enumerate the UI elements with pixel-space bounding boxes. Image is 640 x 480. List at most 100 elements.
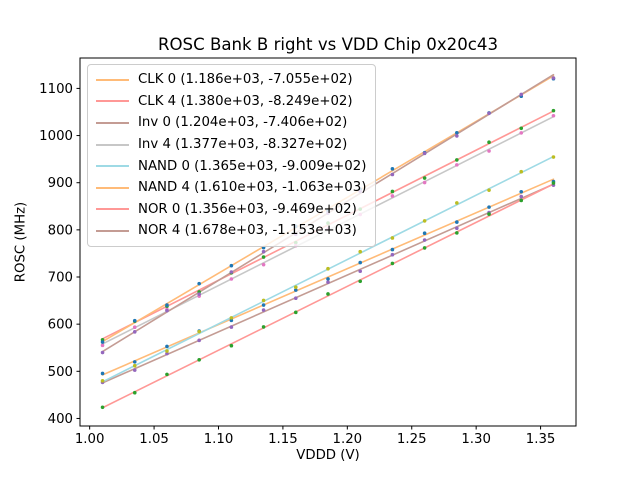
data-point xyxy=(165,308,169,313)
data-point xyxy=(455,158,459,162)
data-point xyxy=(390,172,395,177)
axes-frame xyxy=(79,57,577,427)
data-point xyxy=(455,134,459,138)
x-tick-label: 1.30 xyxy=(461,432,491,447)
data-point xyxy=(551,155,556,159)
data-point xyxy=(390,167,395,171)
legend-item: NOR 0 (1.356e+03, -9.469e+02) xyxy=(96,199,366,221)
y-tick-label: 800 xyxy=(48,223,73,238)
data-point xyxy=(551,108,556,113)
data-point xyxy=(487,212,491,216)
data-point xyxy=(551,113,556,118)
x-tick-label: 1.15 xyxy=(268,432,298,447)
data-point xyxy=(229,316,234,320)
data-point xyxy=(132,330,137,334)
data-point xyxy=(100,340,105,344)
data-point xyxy=(229,318,234,323)
data-point xyxy=(293,296,298,301)
legend-line-swatch xyxy=(96,78,129,81)
data-point xyxy=(422,176,427,180)
legend-label: CLK 4 (1.380e+03, -8.249e+02) xyxy=(138,93,353,109)
data-point xyxy=(261,325,266,329)
legend: CLK 0 (1.186e+03, -7.055e+02) CLK 4 (1.38… xyxy=(87,64,377,247)
y-tick-label: 1100 xyxy=(39,82,73,97)
data-point xyxy=(261,249,266,254)
y-tick-label: 400 xyxy=(48,412,73,427)
data-point xyxy=(132,368,137,372)
x-tick-label: 1.25 xyxy=(397,432,427,447)
data-point xyxy=(261,255,266,259)
data-point xyxy=(197,292,201,296)
x-axis-label: VDDD (V) xyxy=(296,448,360,463)
y-tick-label: 900 xyxy=(48,176,73,191)
legend-line-swatch xyxy=(96,121,129,124)
data-point xyxy=(422,231,427,236)
data-point xyxy=(519,169,524,174)
legend-line-swatch xyxy=(96,186,129,189)
data-point xyxy=(132,363,137,368)
data-point xyxy=(455,163,459,167)
data-point xyxy=(358,279,363,284)
legend-line-swatch xyxy=(96,143,129,146)
data-point xyxy=(326,266,330,271)
data-point xyxy=(551,76,556,80)
legend-label: NOR 4 (1.678e+03, -1.153e+03) xyxy=(138,223,357,239)
data-point xyxy=(165,351,169,356)
legend-item: Inv 4 (1.377e+03, -8.327e+02) xyxy=(96,134,366,156)
legend-item: NAND 0 (1.365e+03, -9.009e+02) xyxy=(96,155,366,177)
y-tick-label: 1000 xyxy=(39,129,73,144)
data-point xyxy=(519,194,524,199)
chart-title: ROSC Bank B right vs VDD Chip 0x20c43 xyxy=(157,35,499,54)
data-point xyxy=(293,288,298,292)
data-point xyxy=(100,343,105,348)
data-point xyxy=(455,220,459,224)
data-point xyxy=(390,252,395,257)
y-axis-label: ROSC (MHz) xyxy=(13,201,29,283)
data-point xyxy=(455,201,459,205)
data-point xyxy=(422,151,427,156)
data-point xyxy=(229,263,234,268)
data-point xyxy=(422,180,427,185)
data-point xyxy=(229,325,234,329)
y-tick-label: 500 xyxy=(48,365,73,380)
data-point xyxy=(100,379,105,383)
data-point xyxy=(422,238,427,242)
data-point xyxy=(261,303,266,307)
data-point xyxy=(358,249,363,254)
data-point xyxy=(293,285,298,289)
data-point xyxy=(390,189,395,194)
data-point xyxy=(422,246,427,250)
data-point xyxy=(519,126,524,131)
data-point xyxy=(390,247,395,252)
data-point xyxy=(551,181,556,185)
data-point xyxy=(197,358,201,362)
legend-line-swatch xyxy=(96,208,129,211)
y-tick-label: 700 xyxy=(48,271,73,286)
data-point xyxy=(165,349,169,353)
data-point xyxy=(487,140,491,145)
data-point xyxy=(326,292,330,296)
x-tick-label: 1.10 xyxy=(204,432,234,447)
y-tick-label: 600 xyxy=(48,318,73,333)
legend-label: NAND 0 (1.365e+03, -9.009e+02) xyxy=(138,158,367,174)
data-point xyxy=(261,308,266,312)
data-point xyxy=(132,318,137,323)
legend-label: NAND 4 (1.610e+03, -1.063e+03) xyxy=(138,180,367,196)
legend-line-swatch xyxy=(96,229,129,232)
data-point xyxy=(229,343,234,348)
data-point xyxy=(422,219,427,223)
data-point xyxy=(390,194,395,198)
x-axis-ticks: 1.00 1.05 1.10 1.15 1.20 1.25 1.30 1.35 xyxy=(75,426,555,447)
data-point xyxy=(519,131,524,135)
data-point xyxy=(326,280,330,284)
legend-label: CLK 0 (1.186e+03, -7.055e+02) xyxy=(138,72,353,88)
legend-item: CLK 0 (1.186e+03, -7.055e+02) xyxy=(96,69,366,91)
data-point xyxy=(519,189,524,194)
data-point xyxy=(165,344,169,349)
data-point xyxy=(519,92,524,97)
data-point xyxy=(100,350,105,355)
data-point xyxy=(358,269,363,274)
y-axis-ticks: 400 500 600 700 800 900 1000 1100 xyxy=(39,82,80,427)
data-point xyxy=(487,188,491,192)
